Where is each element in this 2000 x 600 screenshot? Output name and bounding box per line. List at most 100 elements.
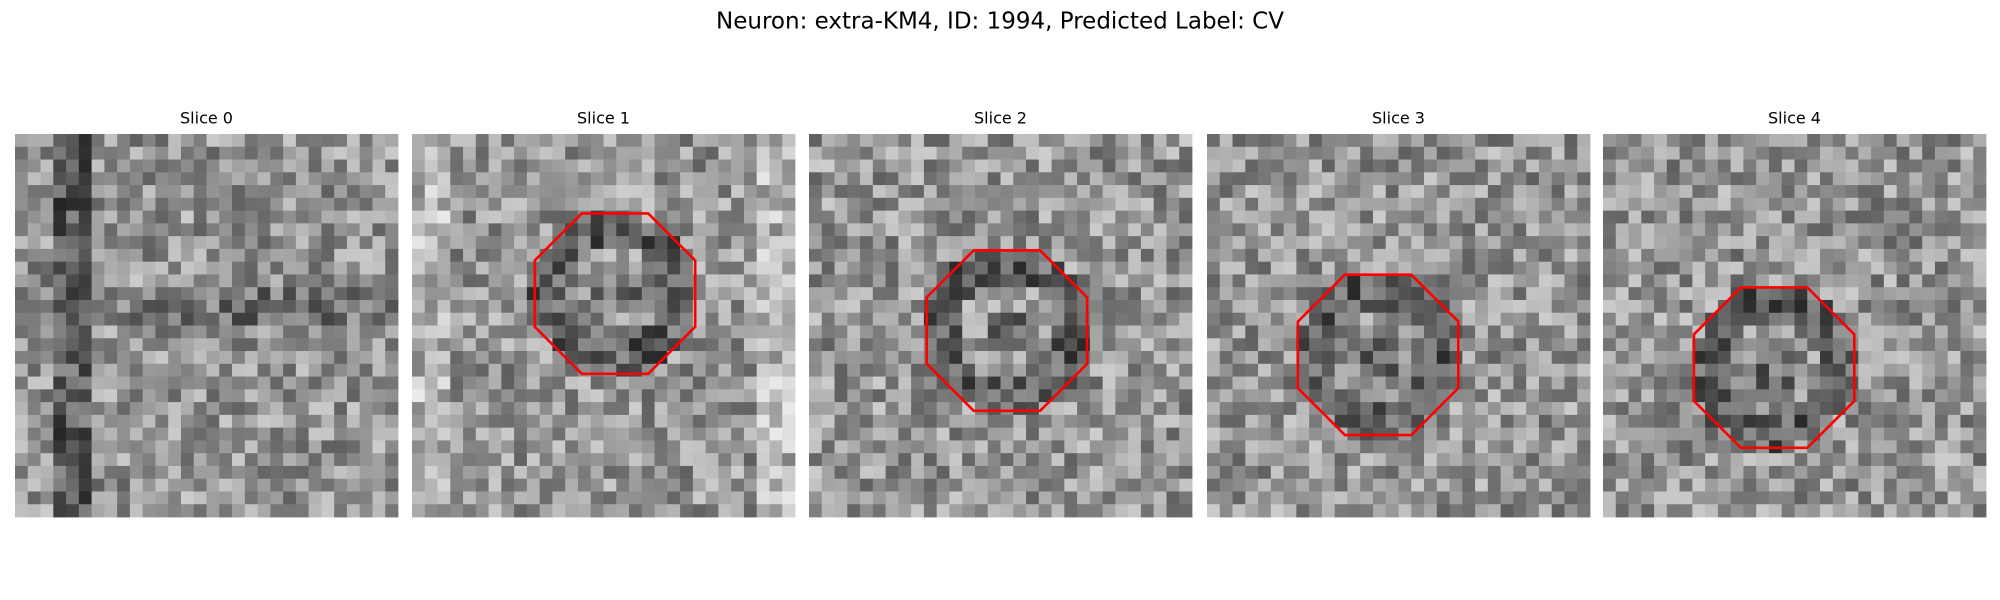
pixel — [718, 159, 732, 173]
pixel — [769, 338, 783, 352]
pixel — [603, 197, 617, 211]
pixel — [1615, 236, 1629, 250]
pixel — [283, 325, 297, 339]
pixel — [78, 236, 92, 250]
pixel — [40, 274, 54, 288]
pixel — [1296, 236, 1310, 250]
pixel — [641, 440, 655, 454]
pixel — [1500, 274, 1514, 288]
pixel — [1398, 325, 1412, 339]
pixel — [1513, 414, 1527, 429]
pixel — [565, 223, 579, 237]
pixel — [1526, 440, 1540, 454]
pixel — [821, 287, 835, 301]
pixel — [295, 312, 310, 326]
pixel — [667, 453, 681, 467]
pixel — [1666, 465, 1680, 480]
pixel — [91, 299, 105, 314]
pixel — [1564, 414, 1578, 429]
pixel — [731, 248, 745, 263]
pixel — [1309, 159, 1323, 173]
pixel — [809, 402, 823, 416]
pixel — [692, 465, 707, 480]
pixel — [1526, 427, 1540, 441]
pixel — [860, 261, 874, 275]
pixel — [1641, 389, 1655, 403]
pixel — [308, 351, 322, 365]
pixel — [1449, 325, 1463, 339]
pixel — [514, 172, 528, 186]
pixel — [1424, 274, 1438, 288]
pixel — [1115, 504, 1129, 518]
pixel — [974, 351, 989, 365]
pixel — [821, 312, 835, 326]
pixel — [629, 351, 643, 365]
pixel — [40, 478, 54, 492]
pixel — [1934, 287, 1949, 301]
pixel — [885, 504, 899, 518]
pixel — [1360, 312, 1374, 326]
pixel — [1115, 338, 1129, 352]
pixel — [1038, 312, 1052, 326]
pixel — [1321, 223, 1336, 237]
pixel — [1013, 478, 1027, 492]
pixel — [1475, 465, 1489, 480]
pixel — [295, 376, 310, 390]
pixel — [1922, 236, 1936, 250]
pixel — [1603, 363, 1617, 377]
pixel — [667, 274, 681, 288]
pixel — [680, 465, 694, 480]
pixel — [1270, 185, 1284, 199]
pixel — [1140, 453, 1155, 467]
pixel — [809, 134, 823, 148]
pixel — [885, 159, 899, 173]
pixel — [1207, 402, 1221, 416]
pixel — [1309, 261, 1323, 275]
pixel — [104, 440, 118, 454]
pixel — [1934, 376, 1949, 390]
pixel — [372, 248, 386, 263]
pixel — [872, 453, 886, 467]
pixel — [372, 338, 386, 352]
pixel — [1436, 185, 1450, 199]
pixel — [142, 376, 156, 390]
pixel — [295, 351, 310, 365]
pixel — [872, 478, 886, 492]
pixel — [1947, 236, 1961, 250]
pixel — [1564, 440, 1578, 454]
pixel — [539, 134, 553, 148]
pixel — [1743, 134, 1757, 148]
pixel — [1934, 440, 1949, 454]
pixel — [1564, 299, 1578, 314]
pixel — [936, 210, 950, 224]
pixel — [552, 197, 566, 211]
pixel — [450, 287, 464, 301]
pixel — [308, 299, 322, 314]
pixel — [66, 299, 80, 314]
pixel — [1309, 376, 1323, 390]
pixel — [463, 427, 477, 441]
pixel — [129, 478, 144, 492]
pixel — [1922, 134, 1936, 148]
pixel — [782, 261, 796, 275]
pixel — [1424, 185, 1438, 199]
pixel — [1794, 414, 1808, 429]
pixel — [244, 402, 258, 416]
pixel — [565, 159, 579, 173]
pixel — [1603, 427, 1617, 441]
pixel — [1756, 197, 1770, 211]
pixel — [1360, 440, 1374, 454]
pixel — [923, 465, 938, 480]
pixel — [1360, 248, 1374, 263]
pixel — [1000, 223, 1014, 237]
pixel — [1462, 299, 1476, 314]
pixel — [974, 440, 989, 454]
pixel — [1153, 287, 1167, 301]
pixel — [412, 134, 426, 148]
pixel — [66, 465, 80, 480]
pixel — [1179, 338, 1193, 352]
pixel — [936, 185, 950, 199]
pixel — [1692, 440, 1706, 454]
pixel — [1934, 197, 1949, 211]
pixel — [15, 389, 29, 403]
